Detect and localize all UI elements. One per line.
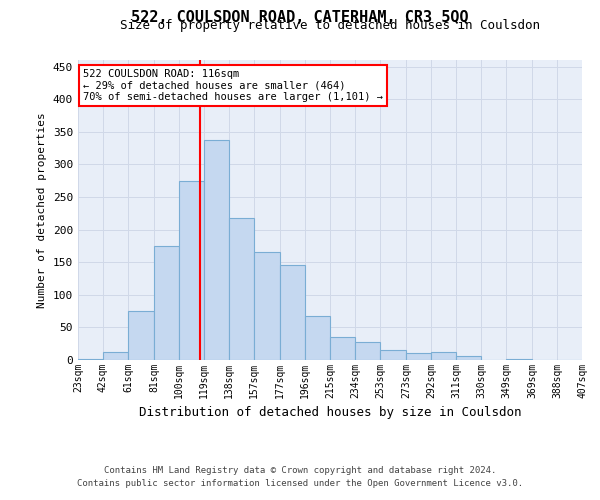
Bar [431, 352, 456, 360]
Bar [380, 350, 406, 360]
Bar [456, 356, 481, 360]
Title: Size of property relative to detached houses in Coulsdon: Size of property relative to detached ho… [120, 20, 540, 32]
Bar [355, 342, 380, 360]
Bar [229, 218, 254, 360]
Y-axis label: Number of detached properties: Number of detached properties [37, 112, 47, 308]
Text: Contains HM Land Registry data © Crown copyright and database right 2024.
Contai: Contains HM Land Registry data © Crown c… [77, 466, 523, 487]
Text: 522, COULSDON ROAD, CATERHAM, CR3 5QQ: 522, COULSDON ROAD, CATERHAM, CR3 5QQ [131, 10, 469, 25]
Bar [179, 180, 204, 360]
Bar [305, 316, 330, 360]
X-axis label: Distribution of detached houses by size in Coulsdon: Distribution of detached houses by size … [139, 406, 521, 420]
Bar [330, 337, 355, 360]
Bar [154, 246, 179, 360]
Bar [280, 266, 305, 360]
Bar [78, 358, 103, 360]
Bar [406, 354, 431, 360]
Bar [103, 352, 128, 360]
Text: 522 COULSDON ROAD: 116sqm
← 29% of detached houses are smaller (464)
70% of semi: 522 COULSDON ROAD: 116sqm ← 29% of detac… [83, 69, 383, 102]
Bar [128, 311, 154, 360]
Bar [204, 140, 229, 360]
Bar [254, 252, 280, 360]
